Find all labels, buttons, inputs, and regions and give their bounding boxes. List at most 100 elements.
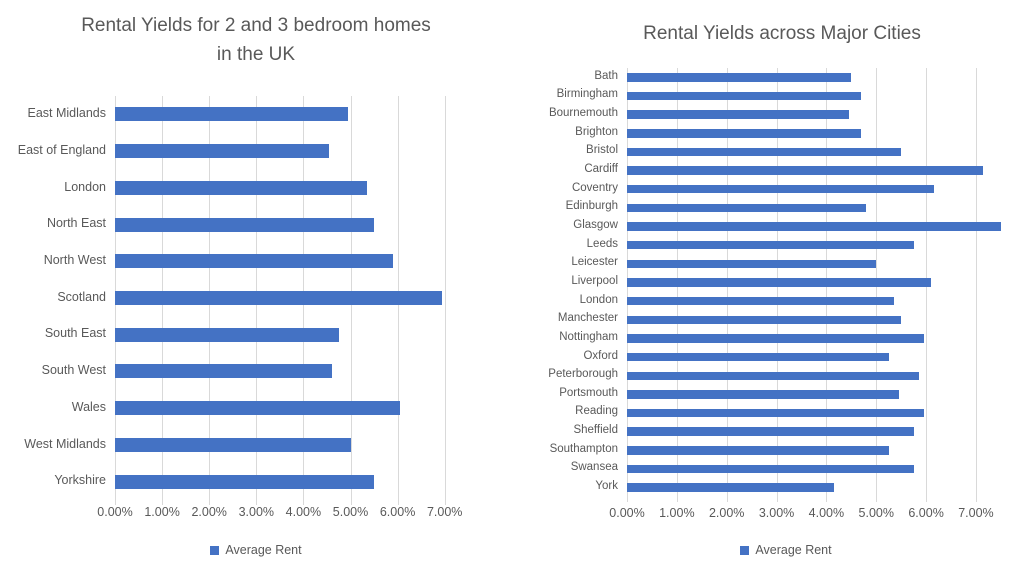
bar bbox=[115, 254, 393, 269]
chart-uk-regions: Rental Yields for 2 and 3 bedroom homes … bbox=[0, 11, 512, 557]
category-label: Scotland bbox=[57, 289, 106, 304]
bar bbox=[115, 291, 443, 305]
bar bbox=[627, 427, 914, 436]
x-tick-label: 1.00% bbox=[144, 505, 180, 519]
category-label: London bbox=[64, 179, 106, 194]
chart-title-line: Rental Yields for 2 and 3 bedroom homes bbox=[81, 15, 431, 36]
bar bbox=[627, 464, 914, 474]
legend: Average Rent bbox=[0, 543, 512, 557]
category-label: North East bbox=[46, 216, 106, 231]
category-label: Bath bbox=[594, 69, 618, 82]
legend: Average Rent bbox=[530, 543, 1024, 557]
x-tick-label: 5.00% bbox=[332, 505, 369, 519]
category-label: Nottingham bbox=[559, 330, 618, 343]
x-tick-label: 6.00% bbox=[379, 505, 416, 519]
category-label: North West bbox=[43, 253, 106, 268]
legend-label: Average Rent bbox=[755, 543, 832, 557]
gridline bbox=[975, 68, 977, 502]
category-label: Reading bbox=[575, 405, 618, 418]
category-label: South East bbox=[44, 326, 106, 341]
bar bbox=[627, 166, 984, 175]
category-label: Peterborough bbox=[548, 368, 618, 381]
bar bbox=[627, 483, 834, 492]
category-label: Brighton bbox=[575, 125, 618, 138]
x-tick-label: 0.00% bbox=[609, 506, 645, 520]
legend-swatch-icon bbox=[210, 545, 220, 555]
bar bbox=[115, 437, 351, 452]
x-tick-label: 0.00% bbox=[97, 505, 133, 519]
x-tick-label: 3.00% bbox=[758, 506, 795, 520]
category-label: Birmingham bbox=[556, 88, 618, 101]
category-label: Cardiff bbox=[584, 162, 618, 175]
x-tick-label: 4.00% bbox=[808, 506, 845, 520]
x-tick-label: 7.00% bbox=[426, 505, 463, 519]
bar bbox=[627, 129, 862, 138]
bar bbox=[627, 110, 849, 119]
category-label: West Midlands bbox=[24, 436, 106, 451]
bar bbox=[627, 446, 889, 455]
chart-major-cities: Rental Yields across Major Cities 0.00% 1… bbox=[512, 0, 1024, 565]
bar bbox=[627, 73, 852, 82]
chart-title: Rental Yields across Major Cities bbox=[526, 19, 1024, 48]
category-label: Swansea bbox=[570, 461, 618, 474]
x-tick-label: 6.00% bbox=[908, 506, 944, 520]
category-label: Oxford bbox=[583, 349, 618, 362]
bar bbox=[115, 401, 400, 416]
bar bbox=[115, 180, 367, 195]
legend-swatch-icon bbox=[740, 545, 750, 555]
legend-label: Average Rent bbox=[225, 543, 302, 557]
bar bbox=[627, 203, 867, 213]
category-label: East of England bbox=[17, 142, 106, 157]
x-tick-label: 1.00% bbox=[659, 506, 695, 520]
plot-area: 0.00% 1.00% 2.00% 3.00% 4.00% 5.00% 6.00% 7.00%… bbox=[17, 96, 463, 519]
bar bbox=[627, 240, 914, 250]
category-label: Wales bbox=[71, 399, 106, 414]
bar bbox=[627, 91, 862, 101]
category-label: Leeds bbox=[586, 237, 618, 250]
category-label: Liverpool bbox=[571, 274, 618, 287]
bar bbox=[627, 147, 902, 157]
bar bbox=[115, 327, 339, 342]
bar bbox=[115, 107, 349, 122]
gridline bbox=[444, 96, 446, 505]
category-label: Edinburgh bbox=[565, 200, 618, 213]
bar bbox=[627, 371, 919, 380]
x-tick-label: 3.00% bbox=[238, 505, 275, 519]
bar bbox=[115, 474, 375, 489]
x-tick-label: 2.00% bbox=[191, 505, 227, 519]
bar bbox=[627, 296, 894, 306]
bar bbox=[627, 334, 924, 343]
category-label: Southampton bbox=[549, 442, 618, 455]
bar bbox=[115, 364, 332, 379]
bar bbox=[627, 259, 877, 269]
chart-title-line: Rental Yields across Major Cities bbox=[643, 23, 921, 44]
category-label: Glasgow bbox=[573, 218, 618, 231]
bar bbox=[627, 315, 902, 325]
category-label: Manchester bbox=[557, 312, 618, 325]
category-label: Yorkshire bbox=[54, 473, 106, 488]
chart-title-line: in the UK bbox=[216, 44, 296, 65]
plot-area: 0.00% 1.00% 2.00% 3.00% 4.00% 5.00% 6.00% 7.00%… bbox=[512, 0, 1024, 565]
x-tick-label: 5.00% bbox=[858, 506, 894, 520]
category-label: York bbox=[595, 480, 618, 493]
category-label: Sheffield bbox=[573, 424, 618, 437]
bar bbox=[627, 390, 899, 399]
category-label: South West bbox=[41, 363, 106, 378]
bar bbox=[627, 222, 1001, 231]
category-label: Coventry bbox=[571, 181, 618, 194]
bar bbox=[627, 184, 934, 194]
x-tick-label: 4.00% bbox=[285, 505, 322, 519]
x-tick-label: 2.00% bbox=[708, 506, 745, 520]
bar bbox=[627, 278, 932, 287]
category-label: London bbox=[579, 293, 618, 306]
bar bbox=[115, 144, 330, 159]
bar bbox=[115, 217, 375, 232]
x-tick-label: 7.00% bbox=[958, 506, 994, 520]
chart-title: Rental Yields for 2 and 3 bedroom homes … bbox=[0, 11, 512, 69]
category-label: East Midlands bbox=[27, 106, 106, 121]
category-label: Portsmouth bbox=[559, 386, 618, 399]
category-label: Bournemouth bbox=[548, 107, 618, 120]
category-label: Leicester bbox=[571, 256, 618, 269]
bar bbox=[627, 352, 889, 362]
